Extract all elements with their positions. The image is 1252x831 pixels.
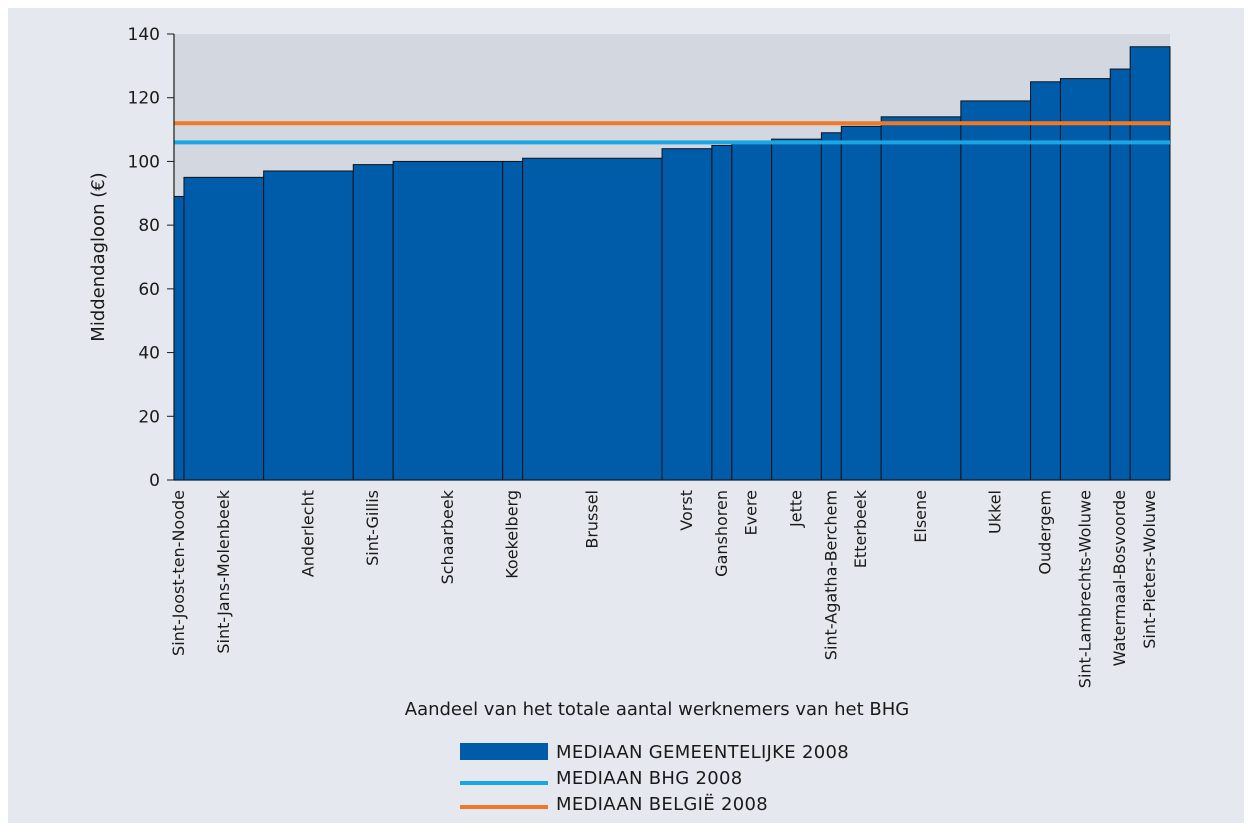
x-tick-label: Oudergem <box>1036 490 1055 575</box>
x-tick-label: Evere <box>742 490 761 536</box>
chart: 0 20 40 60 80 100 120 140 Sint-Joost-ten-Noode S… <box>88 25 1171 815</box>
bar <box>840 125 882 481</box>
x-tick-label: Schaarbeek <box>438 489 457 584</box>
x-tick-label: Sint-Gillis <box>363 490 382 566</box>
y-tick-label: 100 <box>128 152 160 172</box>
x-tick-label: Watermaal-Bosvoorde <box>1110 490 1129 666</box>
x-tick-label: Sint-Pieters-Woluwe <box>1140 490 1159 649</box>
y-tick-label: 40 <box>138 344 160 364</box>
legend-swatch-municipal <box>460 743 548 760</box>
y-tick-label: 80 <box>138 216 160 236</box>
bar <box>771 138 822 481</box>
legend-label-bhg: MEDIAAN BHG 2008 <box>556 768 743 789</box>
y-tick-label: 140 <box>128 25 160 45</box>
legend-label-belgium: MEDIAAN BELGIË 2008 <box>556 794 768 815</box>
x-tick-label: Vorst <box>677 490 696 531</box>
bar <box>183 176 265 481</box>
y-tick-label: 120 <box>128 89 160 109</box>
y-tick-label: 60 <box>138 280 160 300</box>
x-tick-label: Elsene <box>911 490 930 543</box>
bar <box>711 145 733 481</box>
bar <box>880 116 962 481</box>
x-tick-label: Brussel <box>582 490 601 549</box>
y-tick-label: 20 <box>138 407 160 427</box>
bar <box>173 195 185 481</box>
x-tick-label: Sint-Joost-ten-Noode <box>169 490 188 656</box>
bar <box>263 170 354 481</box>
x-tick-label: Ukkel <box>986 490 1005 534</box>
bar <box>1109 68 1131 481</box>
x-tick-label: Koekelberg <box>503 490 522 579</box>
chart-frame: 0 20 40 60 80 100 120 140 Sint-Joost-ten-Noode S… <box>8 8 1244 823</box>
bar <box>820 132 842 481</box>
x-tick-label: Etterbeek <box>851 489 870 568</box>
y-tick-label: 0 <box>149 471 160 491</box>
x-tick-label: Jette <box>787 490 806 528</box>
bar <box>731 141 773 481</box>
x-tick-label: Anderlecht <box>298 490 317 577</box>
bar <box>1059 78 1111 481</box>
bar <box>1030 81 1061 481</box>
bar <box>960 100 1032 481</box>
bar <box>352 164 394 481</box>
y-axis-title: Middendagloon (€) <box>88 172 109 341</box>
x-tick-label: Sint-Jans-Molenbeek <box>214 489 233 653</box>
x-tick-label: Sint-Lambrechts-Woluwe <box>1075 490 1094 688</box>
legend-label-municipal: MEDIAAN GEMEENTELIJKE 2008 <box>556 742 849 763</box>
bar <box>522 157 663 481</box>
x-tick-label: Sint-Agatha-Berchem <box>821 490 840 660</box>
bar <box>502 160 524 481</box>
legend: MEDIAAN GEMEENTELIJKE 2008 MEDIAAN BHG 2… <box>460 742 849 815</box>
bar <box>392 160 504 481</box>
x-tick-label: Ganshoren <box>712 490 731 577</box>
bar <box>661 148 713 481</box>
bar <box>1129 46 1171 481</box>
x-axis-title: Aandeel van het totale aantal werknemers… <box>405 699 909 720</box>
